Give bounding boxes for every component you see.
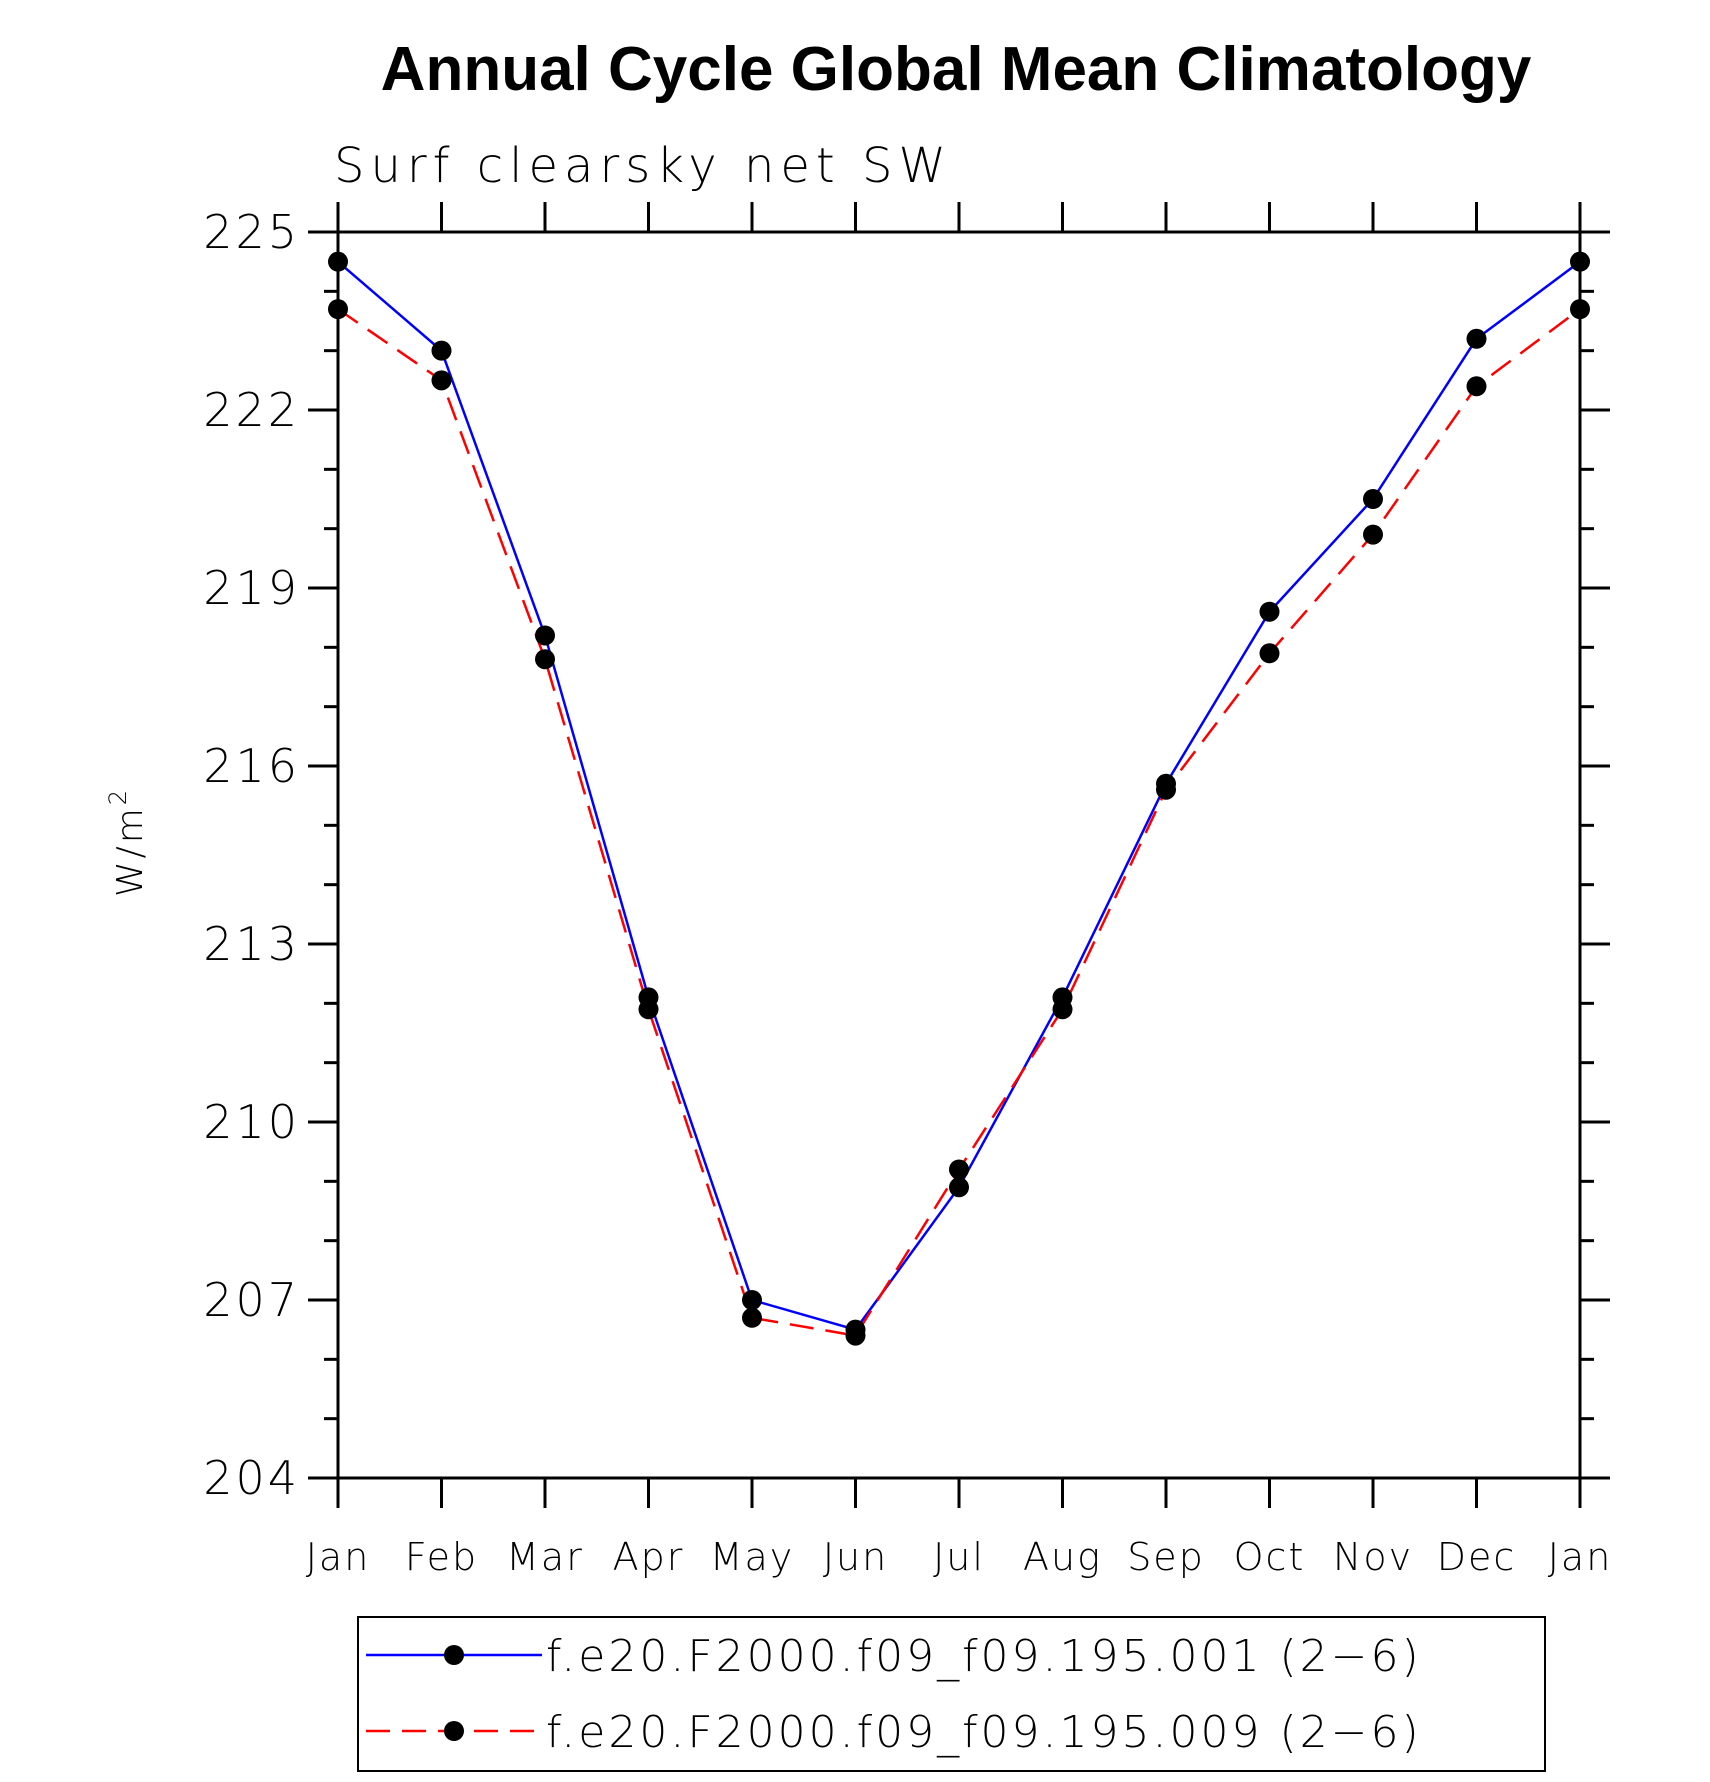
series-2-point bbox=[1052, 999, 1073, 1020]
series-2-point bbox=[949, 1159, 969, 1180]
chart-title: Annual Cycle Global Mean Climatology bbox=[381, 35, 1532, 104]
x-tick-label: Oct bbox=[1234, 1535, 1306, 1579]
series-1-point bbox=[949, 1177, 969, 1198]
x-tick-label: Aug bbox=[1023, 1535, 1102, 1579]
plot-border bbox=[336, 230, 1582, 1480]
data-series bbox=[328, 251, 1590, 1346]
series-2-point bbox=[845, 1325, 866, 1346]
series-1-point bbox=[1259, 601, 1280, 622]
x-tick-label: Sep bbox=[1127, 1535, 1205, 1579]
series-1-point bbox=[1466, 328, 1487, 349]
axis-ticks bbox=[308, 202, 1610, 1508]
series-2-point bbox=[1363, 524, 1383, 545]
y-tick-label: 207 bbox=[203, 1273, 300, 1327]
y-tick-label: 210 bbox=[203, 1095, 300, 1149]
y-axis-label-superscript: 2 bbox=[104, 787, 132, 805]
series-2-point bbox=[431, 370, 452, 391]
y-tick-labels: 204 207 210 213 216 219 222 225 bbox=[203, 205, 300, 1505]
series-2-point bbox=[1259, 643, 1280, 664]
y-tick-label: 219 bbox=[203, 561, 300, 615]
series-2-point bbox=[638, 999, 659, 1020]
series-1-point bbox=[1570, 251, 1590, 272]
y-axis-label-main: W/m bbox=[110, 805, 151, 897]
series-2-point bbox=[1466, 376, 1487, 397]
y-tick-label: 216 bbox=[203, 739, 300, 793]
series-2-point bbox=[1156, 779, 1176, 800]
series-1-point bbox=[1363, 489, 1383, 509]
y-tick-label: 204 bbox=[203, 1451, 300, 1505]
x-tick-label: May bbox=[710, 1535, 795, 1579]
x-tick-labels: Jan Feb Mar Apr May Jun Jul Aug Sep Oct Nov Dec Jan bbox=[306, 1535, 1613, 1579]
series-2-point bbox=[1570, 299, 1590, 320]
series-2-point bbox=[742, 1307, 762, 1328]
legend-label-2: f.e20.F2000.f09_f09.195.009 (2−6) bbox=[546, 1707, 1422, 1758]
series-1-point bbox=[328, 251, 348, 272]
x-tick-label: Mar bbox=[506, 1535, 584, 1579]
x-tick-label: Jun bbox=[823, 1535, 888, 1579]
plot-frame bbox=[336, 230, 1582, 1480]
x-tick-label: Nov bbox=[1333, 1535, 1413, 1579]
x-tick-label: Feb bbox=[405, 1535, 478, 1579]
x-tick-label: Jan bbox=[306, 1535, 371, 1579]
x-tick-label: Apr bbox=[613, 1535, 685, 1579]
y-tick-label: 222 bbox=[203, 383, 300, 437]
legend: f.e20.F2000.f09_f09.195.001 (2−6) f.e20.F… bbox=[357, 1616, 1546, 1772]
series-1-point bbox=[535, 625, 555, 646]
x-tick-label: Dec bbox=[1437, 1535, 1517, 1579]
series-1-point bbox=[742, 1290, 762, 1310]
chart-subtitle: Surf clearsky net SW bbox=[334, 138, 952, 194]
legend-box bbox=[357, 1616, 1546, 1772]
series-2-point bbox=[328, 299, 348, 320]
y-tick-label: 213 bbox=[203, 917, 300, 971]
legend-marker-1 bbox=[444, 1645, 464, 1665]
series-1-point bbox=[431, 340, 452, 361]
y-axis-label: W/m2 bbox=[104, 787, 151, 897]
y-tick-label: 225 bbox=[203, 205, 300, 259]
legend-marker-2 bbox=[444, 1721, 464, 1741]
x-tick-label: Jul bbox=[933, 1535, 985, 1579]
x-tick-label: Jan bbox=[1548, 1535, 1613, 1579]
legend-label-1: f.e20.F2000.f09_f09.195.001 (2−6) bbox=[546, 1631, 1422, 1682]
series-2-point bbox=[535, 649, 555, 670]
